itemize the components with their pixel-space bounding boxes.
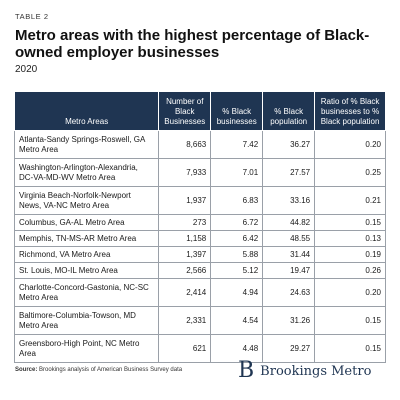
ratio-cell: 0.13 xyxy=(314,230,386,247)
number-cell: 1,397 xyxy=(158,246,212,263)
pct-businesses-cell: 7.42 xyxy=(210,130,264,159)
pct-businesses-cell: 6.42 xyxy=(210,230,264,247)
number-cell: 2,414 xyxy=(158,278,212,307)
table-row: Atlanta-Sandy Springs-Roswell, GA Metro … xyxy=(13,130,386,159)
metro-area-cell: Charlotte-Concord-Gastonia, NC-SC Metro … xyxy=(13,278,160,307)
pct-population-cell: 19.47 xyxy=(262,262,316,279)
metro-area-cell: Baltimore-Columbia-Towson, MD Metro Area xyxy=(13,306,160,335)
table-row: Richmond, VA Metro Area 1,397 5.88 31.44… xyxy=(13,246,386,263)
pct-businesses-cell: 5.88 xyxy=(210,246,264,263)
metro-area-cell: Virginia Beach-Norfolk-Newport News, VA-… xyxy=(13,186,160,215)
column-header-metro-areas: Metro Areas xyxy=(13,91,160,131)
source-text: Brookings analysis of American Business … xyxy=(39,367,183,373)
brookings-logo-icon: B xyxy=(238,358,255,383)
ratio-cell: 0.25 xyxy=(314,158,386,187)
pct-population-cell: 36.27 xyxy=(262,130,316,159)
ratio-cell: 0.19 xyxy=(314,246,386,263)
brookings-metro-brand: B Brookings Metro xyxy=(238,360,371,382)
column-header-pct-black-businesses: % Black businesses xyxy=(210,91,264,131)
ratio-cell: 0.15 xyxy=(314,334,386,363)
table-row: Virginia Beach-Norfolk-Newport News, VA-… xyxy=(13,186,386,215)
pct-population-cell: 27.57 xyxy=(262,158,316,187)
metro-area-cell: Columbus, GA-AL Metro Area xyxy=(13,214,160,231)
pct-population-cell: 44.82 xyxy=(262,214,316,231)
ratio-cell: 0.20 xyxy=(314,130,386,159)
brand-name: Brookings Metro xyxy=(260,363,372,379)
column-header-ratio: Ratio of % Black businesses to % Black p… xyxy=(314,91,386,131)
number-cell: 2,331 xyxy=(158,306,212,335)
metro-area-cell: Atlanta-Sandy Springs-Roswell, GA Metro … xyxy=(13,130,160,159)
table-row: Charlotte-Concord-Gastonia, NC-SC Metro … xyxy=(13,278,386,307)
table-row: Greensboro-High Point, NC Metro Area 621… xyxy=(13,334,386,363)
ratio-cell: 0.15 xyxy=(314,306,386,335)
pct-population-cell: 24.63 xyxy=(262,278,316,307)
pct-businesses-cell: 4.48 xyxy=(210,334,264,363)
table-row: Memphis, TN-MS-AR Metro Area 1,158 6.42 … xyxy=(13,230,386,247)
pct-businesses-cell: 4.94 xyxy=(210,278,264,307)
page-title: Metro areas with the highest percentage … xyxy=(15,27,370,61)
metro-area-cell: Greensboro-High Point, NC Metro Area xyxy=(13,334,160,363)
column-header-pct-black-population: % Black population xyxy=(262,91,316,131)
source-label: Source: xyxy=(15,367,38,373)
page-subtitle: 2020 xyxy=(15,64,38,75)
column-header-number-black-businesses: Number of Black Businesses xyxy=(158,91,212,131)
metro-area-cell: Washington-Arlington-Alexandria, DC-VA-M… xyxy=(13,158,160,187)
metro-area-cell: Memphis, TN-MS-AR Metro Area xyxy=(13,230,160,247)
pct-population-cell: 31.44 xyxy=(262,246,316,263)
pct-businesses-cell: 6.72 xyxy=(210,214,264,231)
ratio-cell: 0.21 xyxy=(314,186,386,215)
table-header-row: Metro Areas Number of Black Businesses %… xyxy=(13,91,386,131)
pct-businesses-cell: 6.83 xyxy=(210,186,264,215)
number-cell: 1,158 xyxy=(158,230,212,247)
pct-population-cell: 48.55 xyxy=(262,230,316,247)
pct-population-cell: 33.16 xyxy=(262,186,316,215)
ratio-cell: 0.20 xyxy=(314,278,386,307)
table-row: St. Louis, MO-IL Metro Area 2,566 5.12 1… xyxy=(13,262,386,279)
metro-areas-table: Metro Areas Number of Black Businesses %… xyxy=(13,91,386,363)
ratio-cell: 0.26 xyxy=(314,262,386,279)
number-cell: 273 xyxy=(158,214,212,231)
number-cell: 1,937 xyxy=(158,186,212,215)
number-cell: 621 xyxy=(158,334,212,363)
source-note: Source: Brookings analysis of American B… xyxy=(15,367,182,373)
table-row: Baltimore-Columbia-Towson, MD Metro Area… xyxy=(13,306,386,335)
number-cell: 2,566 xyxy=(158,262,212,279)
ratio-cell: 0.15 xyxy=(314,214,386,231)
pct-population-cell: 29.27 xyxy=(262,334,316,363)
pct-businesses-cell: 5.12 xyxy=(210,262,264,279)
table-row: Columbus, GA-AL Metro Area 273 6.72 44.8… xyxy=(13,214,386,231)
pct-population-cell: 31.26 xyxy=(262,306,316,335)
table-row: Washington-Arlington-Alexandria, DC-VA-M… xyxy=(13,158,386,187)
table-label: TABLE 2 xyxy=(15,12,49,21)
metro-area-cell: St. Louis, MO-IL Metro Area xyxy=(13,262,160,279)
pct-businesses-cell: 4.54 xyxy=(210,306,264,335)
number-cell: 7,933 xyxy=(158,158,212,187)
metro-area-cell: Richmond, VA Metro Area xyxy=(13,246,160,263)
number-cell: 8,663 xyxy=(158,130,212,159)
pct-businesses-cell: 7.01 xyxy=(210,158,264,187)
